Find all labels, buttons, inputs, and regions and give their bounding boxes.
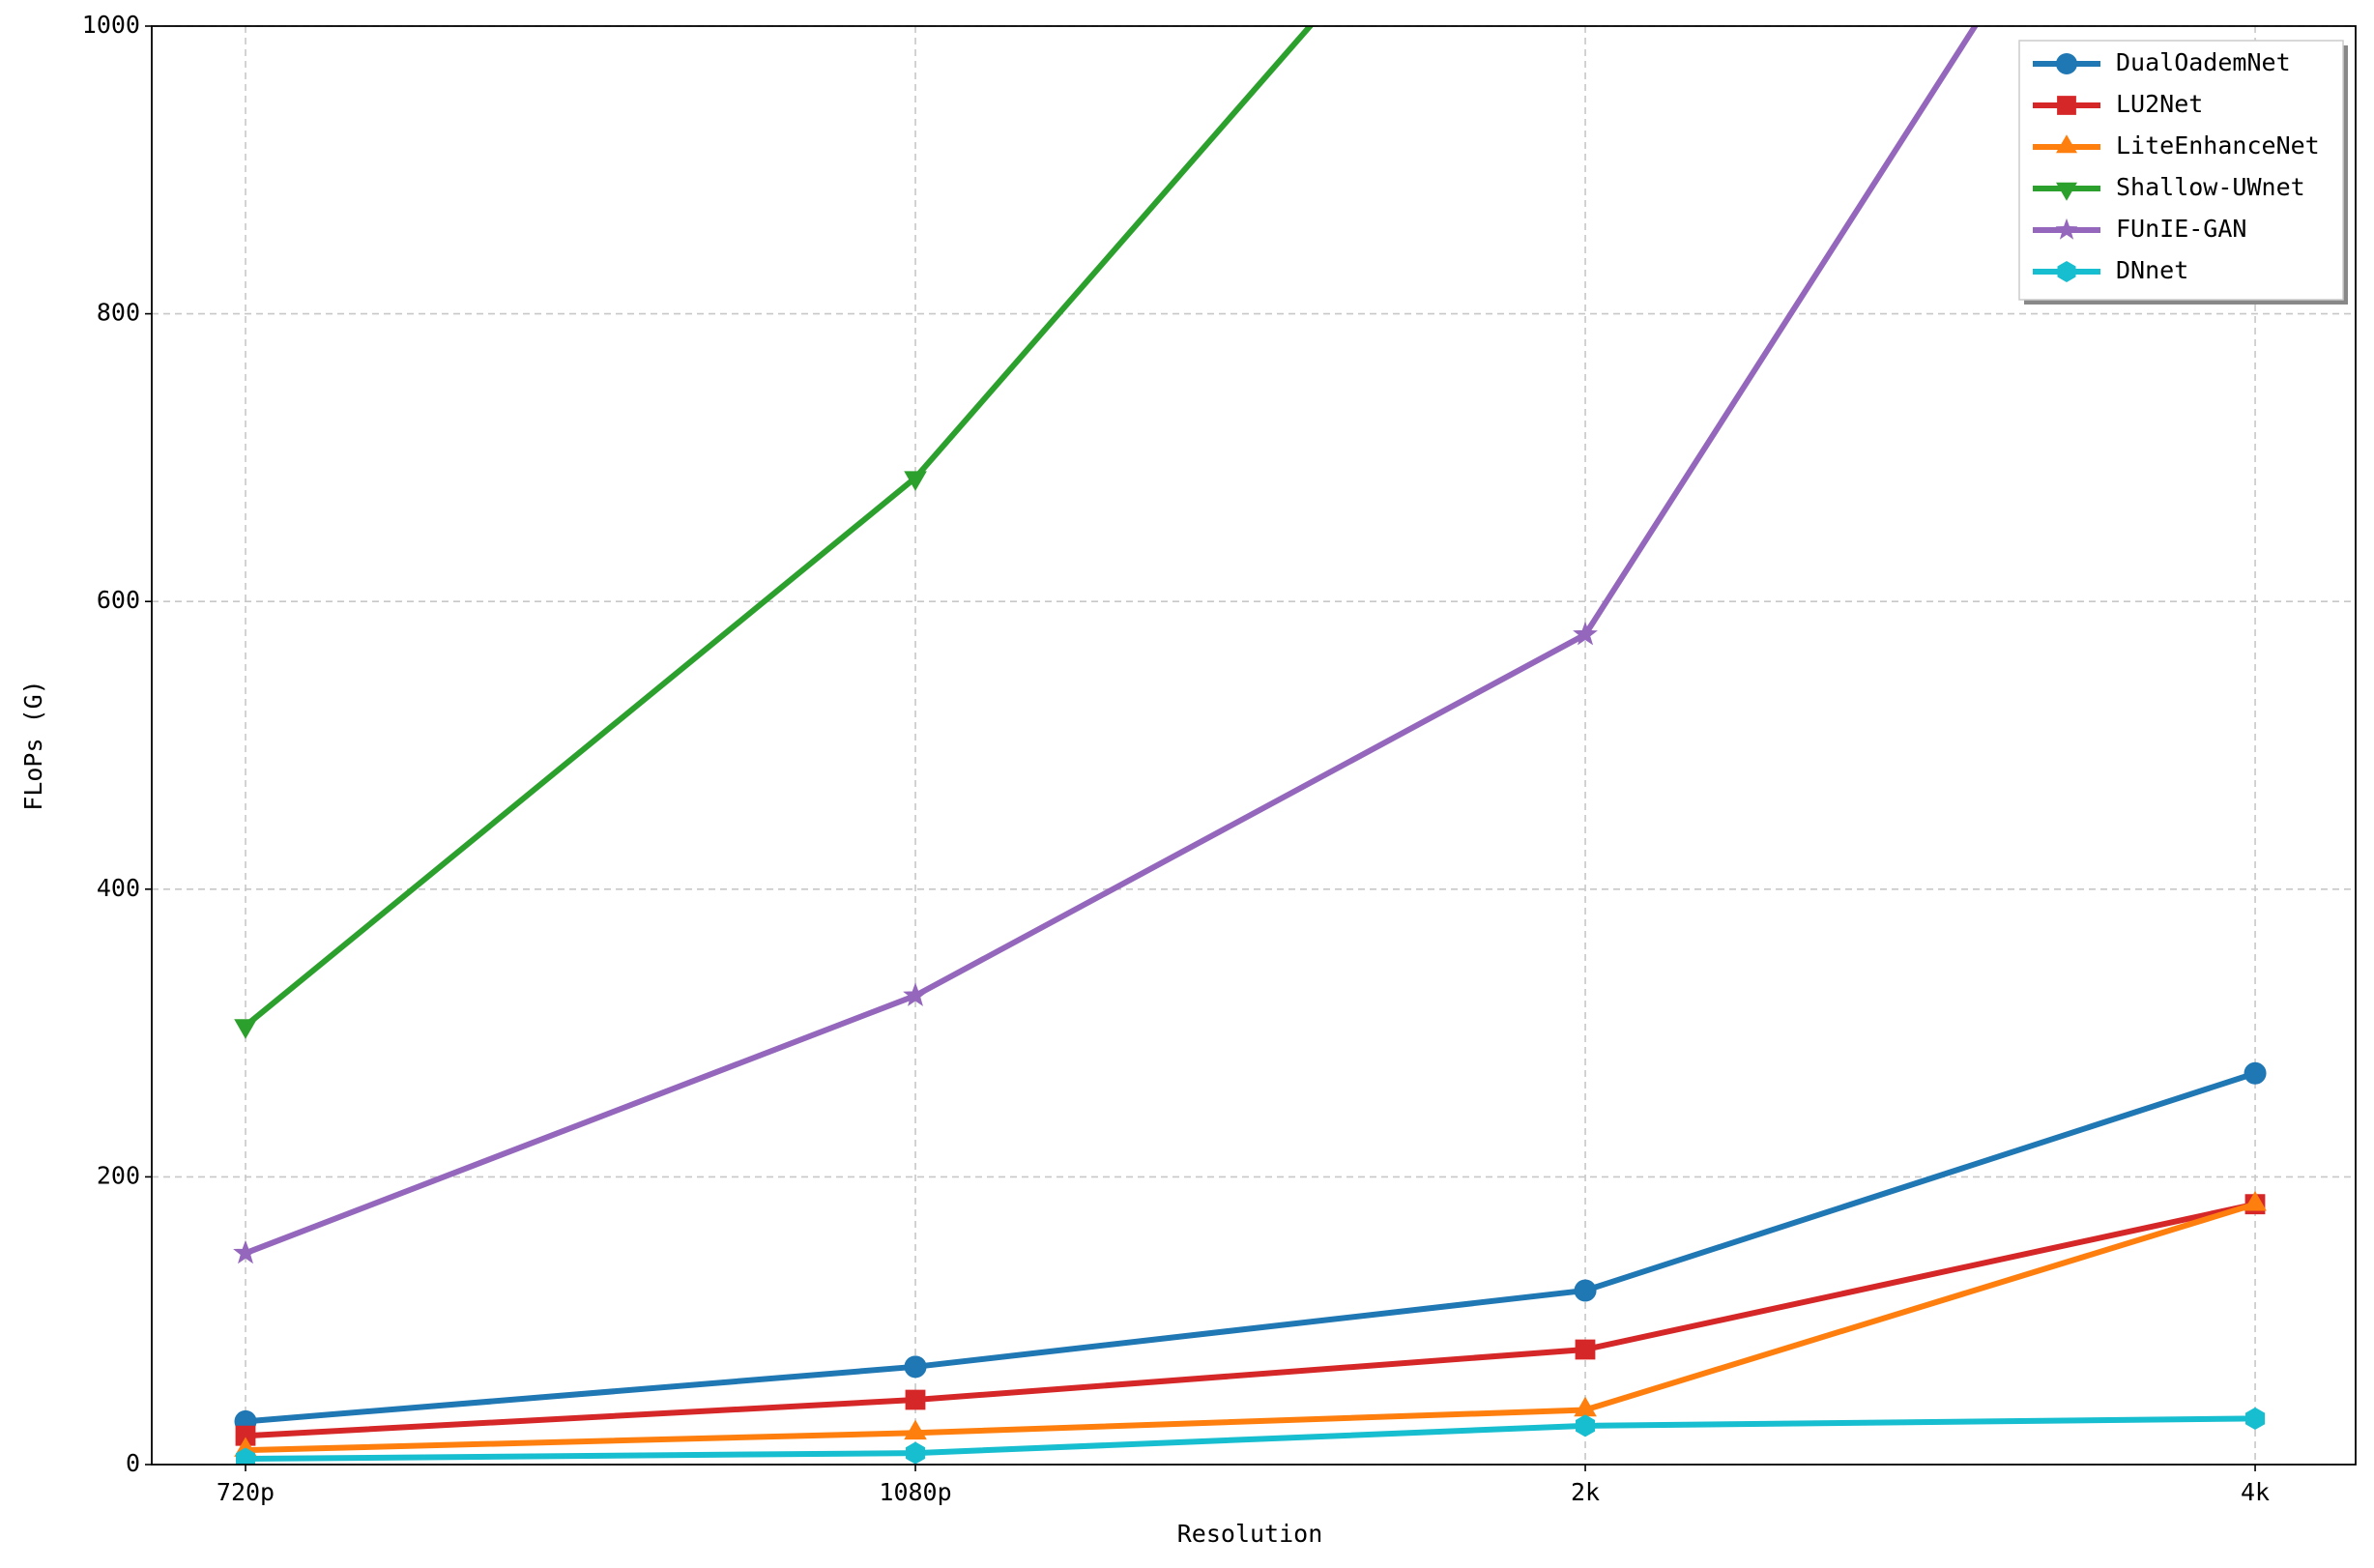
y-tick-label: 200 bbox=[97, 1161, 140, 1189]
marker bbox=[1575, 1339, 1596, 1360]
legend-label: LiteEnhanceNet bbox=[2116, 131, 2320, 160]
x-tick-label: 1080p bbox=[879, 1478, 951, 1506]
y-tick-label: 800 bbox=[97, 299, 140, 327]
marker bbox=[904, 1419, 927, 1440]
marker bbox=[1576, 1414, 1596, 1437]
marker bbox=[2244, 1190, 2267, 1211]
series-line bbox=[245, 1201, 2256, 1439]
marker bbox=[235, 1425, 256, 1446]
series-line bbox=[245, 1415, 2256, 1463]
marker bbox=[905, 1389, 926, 1410]
marker bbox=[1574, 1279, 1597, 1302]
marker bbox=[906, 1441, 926, 1465]
marker bbox=[2244, 1061, 2267, 1085]
legend-label: LU2Net bbox=[2116, 90, 2203, 118]
marker bbox=[236, 1447, 255, 1465]
x-axis-label: Resolution bbox=[1177, 1520, 1323, 1548]
marker bbox=[234, 1019, 257, 1039]
legend-label: DNnet bbox=[2116, 256, 2188, 284]
plot-frame bbox=[151, 25, 2357, 1466]
legend-marker bbox=[2056, 134, 2077, 154]
marker bbox=[1573, 621, 1598, 646]
y-tick-label: 400 bbox=[97, 874, 140, 902]
legend-marker bbox=[2056, 182, 2077, 201]
series-line bbox=[245, 1201, 2256, 1454]
marker bbox=[904, 471, 927, 491]
legend-label: Shallow-UWnet bbox=[2116, 173, 2305, 201]
marker bbox=[2245, 1407, 2266, 1430]
y-tick-label: 1000 bbox=[82, 11, 140, 39]
legend-marker bbox=[2057, 96, 2076, 115]
x-tick-label: 720p bbox=[217, 1478, 275, 1506]
y-tick-label: 600 bbox=[97, 586, 140, 614]
marker bbox=[233, 1239, 258, 1264]
x-tick-label: 4k bbox=[2241, 1478, 2270, 1506]
legend-label: DualOademNet bbox=[2116, 48, 2291, 76]
y-axis-label: FLoPs (G) bbox=[19, 680, 47, 810]
legend-marker bbox=[2056, 53, 2077, 74]
marker bbox=[904, 1355, 927, 1379]
x-tick-label: 2k bbox=[1571, 1478, 1600, 1506]
plot-area bbox=[233, 26, 2267, 1465]
legend-marker bbox=[2057, 261, 2076, 282]
series-line bbox=[244, 26, 1979, 1257]
legend-label: FUnIE-GAN bbox=[2116, 215, 2246, 243]
series-line bbox=[244, 26, 1315, 1029]
y-tick-label: 0 bbox=[126, 1449, 140, 1477]
marker bbox=[903, 982, 928, 1006]
series-line bbox=[245, 1070, 2256, 1425]
legend-marker bbox=[2055, 218, 2078, 240]
legend bbox=[2018, 40, 2344, 301]
